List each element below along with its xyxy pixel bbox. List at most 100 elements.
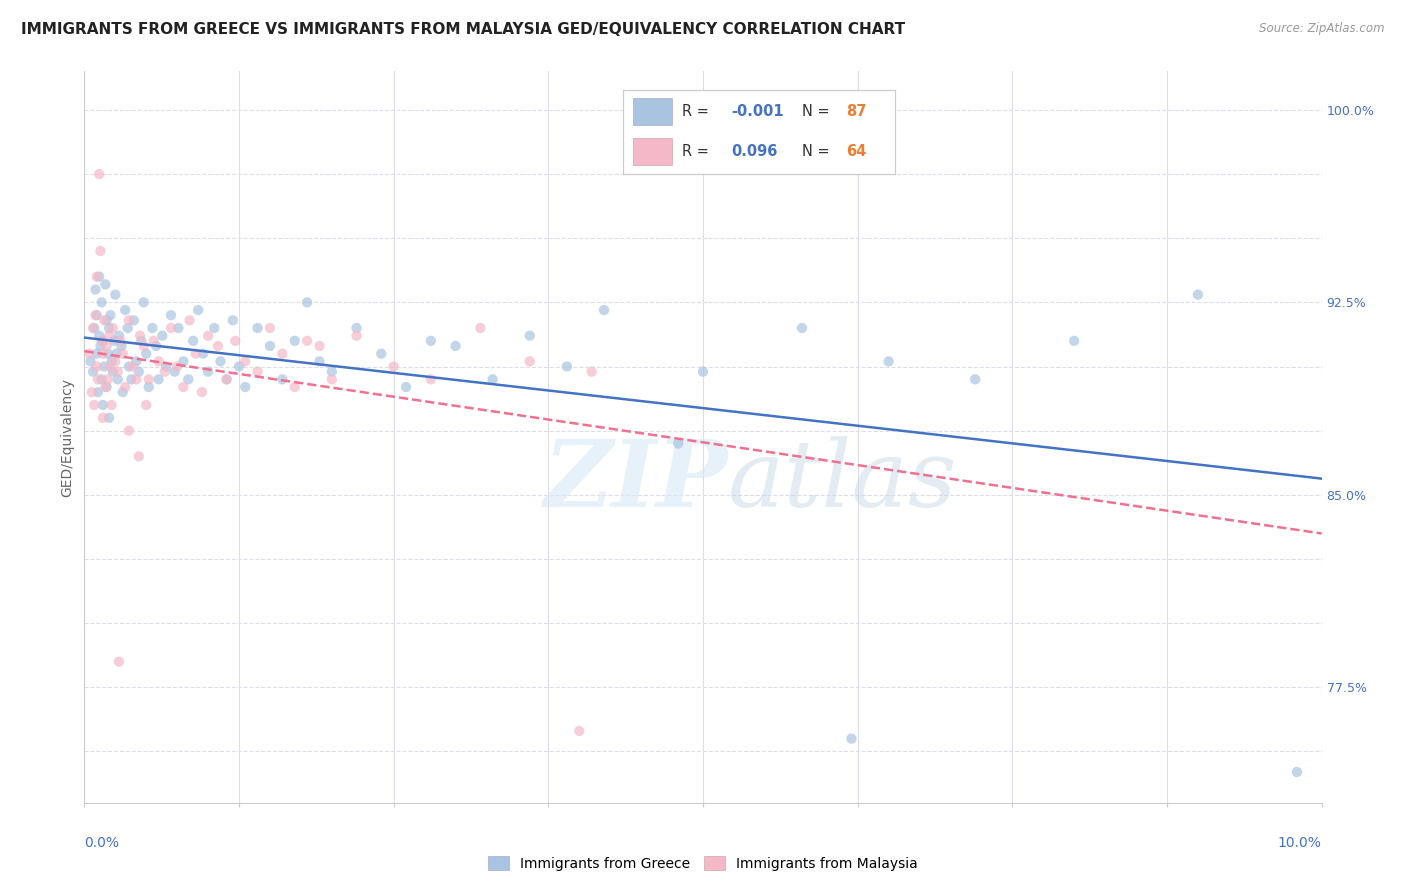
Point	[79, 346, 101, 360]
Point	[132, 339, 155, 353]
Point	[259, 339, 281, 353]
Point	[89, 244, 111, 258]
Point	[233, 354, 256, 368]
Point	[519, 354, 541, 368]
Point	[111, 346, 134, 360]
Point	[114, 380, 136, 394]
Point	[321, 365, 343, 379]
Point	[184, 346, 207, 360]
Point	[107, 372, 129, 386]
Y-axis label: GED/Equivalency: GED/Equivalency	[60, 377, 75, 497]
Text: 64: 64	[846, 145, 866, 160]
Point	[470, 321, 492, 335]
FancyBboxPatch shape	[634, 138, 672, 165]
Point	[284, 380, 307, 394]
Text: 87: 87	[846, 104, 866, 119]
Text: IMMIGRANTS FROM GREECE VS IMMIGRANTS FROM MALAYSIA GED/EQUIVALENCY CORRELATION C: IMMIGRANTS FROM GREECE VS IMMIGRANTS FRO…	[21, 22, 905, 37]
Point	[82, 321, 104, 335]
Point	[80, 385, 103, 400]
Point	[295, 334, 318, 348]
Text: N =: N =	[803, 145, 835, 160]
Point	[841, 731, 863, 746]
Point	[107, 365, 129, 379]
Point	[132, 295, 155, 310]
Point	[98, 359, 121, 374]
Point	[222, 313, 245, 327]
Point	[215, 372, 238, 386]
Point	[110, 339, 132, 353]
Point	[86, 346, 108, 360]
Point	[125, 372, 148, 386]
Point	[346, 328, 368, 343]
Point	[419, 372, 441, 386]
Point	[98, 308, 121, 322]
Point	[98, 328, 121, 343]
Point	[1285, 764, 1308, 779]
Point	[346, 321, 368, 335]
Point	[83, 321, 105, 335]
Text: 0.096: 0.096	[731, 145, 778, 160]
Point	[172, 354, 194, 368]
Point	[138, 372, 160, 386]
Point	[419, 334, 441, 348]
Point	[163, 365, 186, 379]
Point	[167, 321, 190, 335]
Point	[90, 295, 112, 310]
Point	[145, 339, 167, 353]
Point	[153, 365, 176, 379]
Point	[91, 334, 114, 348]
Point	[166, 359, 188, 374]
Point	[121, 359, 143, 374]
Point	[370, 346, 392, 360]
Point	[91, 398, 114, 412]
Point	[128, 365, 150, 379]
Point	[118, 313, 141, 327]
Point	[129, 328, 152, 343]
Point	[91, 410, 114, 425]
Point	[259, 321, 281, 335]
Point	[308, 339, 330, 353]
Point	[101, 321, 124, 335]
Point	[117, 321, 139, 335]
Point	[104, 354, 127, 368]
Point	[98, 321, 121, 335]
Text: atlas: atlas	[728, 436, 957, 526]
Point	[150, 328, 173, 343]
Point	[141, 321, 163, 335]
Point	[101, 365, 124, 379]
Point	[666, 436, 689, 450]
Point	[191, 385, 214, 400]
Point	[308, 354, 330, 368]
Point	[86, 308, 108, 322]
Point	[271, 372, 294, 386]
Text: ZIP: ZIP	[544, 436, 728, 526]
Point	[177, 372, 200, 386]
Text: Source: ZipAtlas.com: Source: ZipAtlas.com	[1260, 22, 1385, 36]
Point	[110, 334, 132, 348]
Point	[129, 334, 152, 348]
Point	[86, 359, 108, 374]
Point	[135, 346, 157, 360]
Point	[197, 328, 219, 343]
Point	[1187, 287, 1209, 301]
Point	[84, 308, 107, 322]
Point	[246, 321, 269, 335]
Point	[444, 339, 467, 353]
Point	[382, 359, 405, 374]
Point	[128, 450, 150, 464]
Text: R =: R =	[682, 145, 714, 160]
Point	[100, 398, 122, 412]
Point	[568, 723, 591, 738]
Point	[125, 354, 148, 368]
Point	[215, 372, 238, 386]
Text: R =: R =	[682, 104, 714, 119]
Point	[96, 339, 118, 353]
Point	[120, 372, 142, 386]
Point	[105, 346, 128, 360]
Point	[104, 287, 127, 301]
Point	[284, 334, 307, 348]
Point	[172, 380, 194, 394]
Point	[790, 321, 813, 335]
Point	[555, 359, 578, 374]
Point	[118, 359, 141, 374]
